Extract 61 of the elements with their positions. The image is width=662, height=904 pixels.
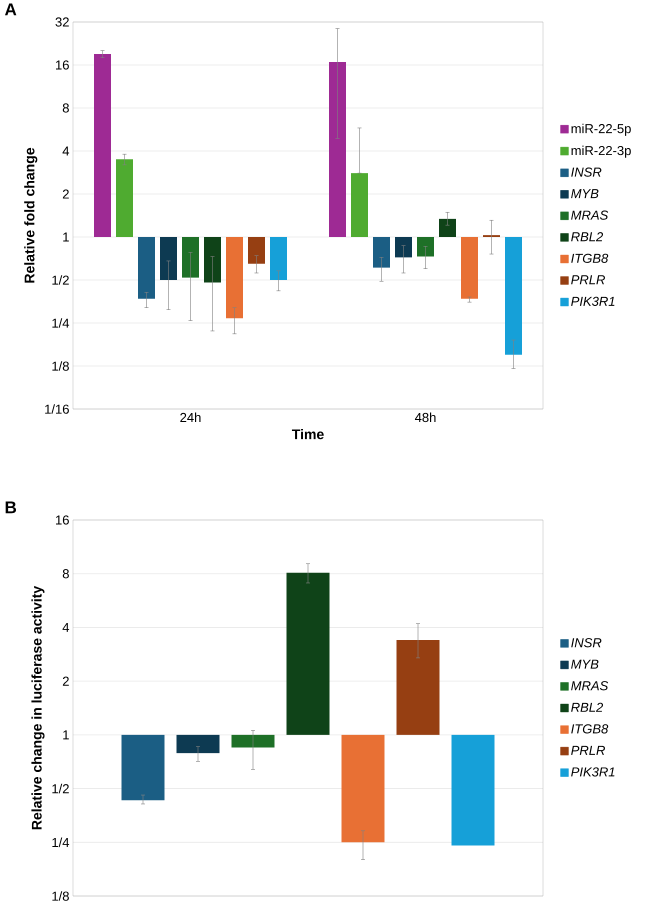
x-tick-label: 24h <box>180 412 200 422</box>
y-tick-label: 4 <box>62 146 70 156</box>
y-tick-label: 32 <box>56 17 69 27</box>
legend-label: INSR <box>571 638 602 648</box>
legend-label: PIK3R1 <box>571 296 614 306</box>
bar <box>116 159 133 238</box>
bar <box>439 218 456 238</box>
y-tick-label: 8 <box>62 103 69 113</box>
bar <box>226 237 243 318</box>
bar <box>232 734 274 748</box>
legend-label: MRAS <box>571 210 608 220</box>
y-tick-label: 1/2 <box>52 275 69 285</box>
legend-label: ITGB8 <box>571 724 608 734</box>
bar <box>160 237 177 280</box>
bar <box>94 54 111 238</box>
legend-label: miR-22-3p <box>572 146 631 158</box>
bar <box>122 734 164 800</box>
legend-label: MRAS <box>571 681 608 690</box>
y-tick-label: 2 <box>62 189 69 199</box>
y-tick-label: 1/2 <box>52 784 69 794</box>
legend-label: ITGB8 <box>571 254 608 263</box>
chart-title: A <box>4 4 16 16</box>
y-axis-title: Relative fold change <box>24 148 38 283</box>
bar <box>396 640 440 735</box>
bar <box>176 734 220 754</box>
bar <box>270 237 287 280</box>
y-tick-label: 1/8 <box>52 361 69 371</box>
bar <box>351 173 368 238</box>
legend-label: MYB <box>571 660 598 669</box>
legend-label: PIK3R1 <box>571 767 614 777</box>
bar <box>329 62 346 238</box>
y-tick-label: 1/8 <box>52 891 69 901</box>
y-axis-title: Relative change in luciferase activity <box>31 586 45 830</box>
legend-label: PRLR <box>571 746 605 755</box>
legend-label: RBL2 <box>571 702 604 712</box>
legend-label: miR-22-5p <box>572 124 631 136</box>
legend-label: RBL2 <box>571 232 604 242</box>
y-tick-label: 1/4 <box>52 838 70 848</box>
y-tick-label: 16 <box>56 515 69 525</box>
y-tick-label: 4 <box>62 622 70 632</box>
bar <box>452 734 495 846</box>
legend-label: PRLR <box>571 275 605 284</box>
x-tick-label: 48h <box>414 412 436 422</box>
y-tick-label: 16 <box>56 60 69 70</box>
y-tick-label: 1 <box>63 730 69 740</box>
chart-title: B <box>6 502 16 514</box>
bar <box>505 237 522 355</box>
legend-label: MYB <box>571 189 598 198</box>
bar <box>461 237 478 299</box>
bar <box>373 237 390 268</box>
y-tick-label: 1/16 <box>45 404 69 414</box>
bar <box>342 734 384 842</box>
x-axis-title: Time <box>292 428 324 440</box>
y-tick-label: 1/4 <box>52 318 70 328</box>
y-tick-label: 1 <box>63 232 69 242</box>
bar <box>286 572 330 735</box>
bar <box>138 237 155 299</box>
y-tick-label: 2 <box>62 676 69 686</box>
y-tick-label: 8 <box>62 569 69 578</box>
legend-label: INSR <box>571 168 602 177</box>
bar <box>248 237 265 264</box>
